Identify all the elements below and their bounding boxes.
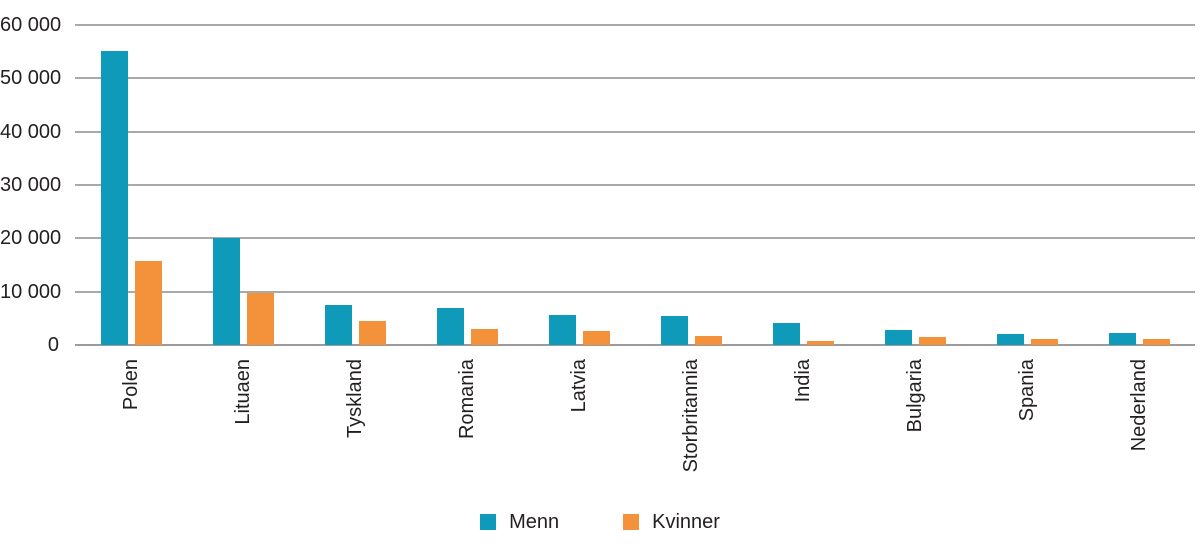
y-tick-label: 20 000 [0, 227, 62, 250]
bar-menn-nederland [1109, 333, 1136, 345]
bar-menn-tyskland [325, 305, 352, 345]
y-tick-label: 30 000 [0, 174, 62, 196]
kvinner-color-swatch-icon [623, 514, 640, 530]
bar-menn-polen [101, 51, 128, 345]
legend-label-kvinner: Kvinner [652, 511, 720, 533]
bar-menn-lituaen [213, 238, 240, 345]
x-category-label: Storbritannia [679, 359, 702, 473]
x-category-label: Tyskland [343, 359, 366, 438]
legend-label-menn: Menn [509, 511, 560, 533]
bar-kvinner-polen [135, 261, 162, 345]
bar-kvinner-india [807, 341, 834, 345]
bar-kvinner-storbritannia [695, 336, 722, 345]
x-category-label: India [791, 359, 814, 403]
y-tick-label: 40 000 [0, 120, 62, 143]
bar-menn-spania [997, 334, 1024, 345]
x-label-cell: Tyskland [299, 359, 411, 509]
x-category-label: Latvia [567, 359, 590, 413]
x-axis-baseline [75, 344, 1195, 346]
gridline [75, 24, 1195, 26]
gridline [75, 130, 1195, 133]
x-category-label: Romania [455, 359, 478, 440]
x-label-cell: Lituaen [187, 359, 299, 509]
gridline [75, 290, 1195, 293]
x-category-label: Spania [1015, 359, 1038, 422]
bar-kvinner-spania [1031, 339, 1058, 345]
x-category-label: Nederland [1127, 359, 1150, 452]
x-category-label: Polen [119, 359, 142, 411]
bar-kvinner-lituaen [247, 293, 274, 345]
bar-kvinner-latvia [583, 331, 610, 345]
bar-menn-india [773, 323, 800, 345]
menn-color-swatch-icon [480, 514, 497, 530]
bar-menn-bulgaria [885, 330, 912, 345]
x-label-cell: Romania [411, 359, 523, 509]
x-label-cell: Storbritannia [635, 359, 747, 509]
plot-area [75, 24, 1195, 346]
bar-kvinner-romania [471, 329, 498, 345]
x-label-cell: Latvia [523, 359, 635, 509]
x-category-label: Lituaen [231, 359, 254, 425]
y-tick-label: 0 [47, 334, 59, 356]
x-label-cell: Spania [971, 359, 1083, 509]
bar-kvinner-bulgaria [919, 337, 946, 345]
bar-menn-storbritannia [661, 316, 688, 345]
bar-kvinner-nederland [1143, 339, 1170, 345]
y-tick-label: 60 000 [0, 14, 62, 36]
bar-menn-romania [437, 308, 464, 345]
x-label-cell: India [747, 359, 859, 509]
gridline [75, 237, 1195, 240]
y-tick-label: 50 000 [0, 67, 62, 90]
gridline [75, 184, 1195, 186]
x-label-cell: Bulgaria [859, 359, 971, 509]
x-label-cell: Nederland [1083, 359, 1195, 509]
x-category-label: Bulgaria [903, 359, 926, 433]
legend-item-menn: Menn [480, 512, 559, 532]
gridline [75, 77, 1195, 80]
x-label-cell: Polen [75, 359, 187, 509]
bar-menn-latvia [549, 315, 576, 345]
bar-kvinner-tyskland [359, 321, 386, 345]
legend: Menn Kvinner [0, 512, 1200, 532]
legend-item-kvinner: Kvinner [623, 512, 720, 532]
y-tick-label: 10 000 [0, 280, 62, 303]
